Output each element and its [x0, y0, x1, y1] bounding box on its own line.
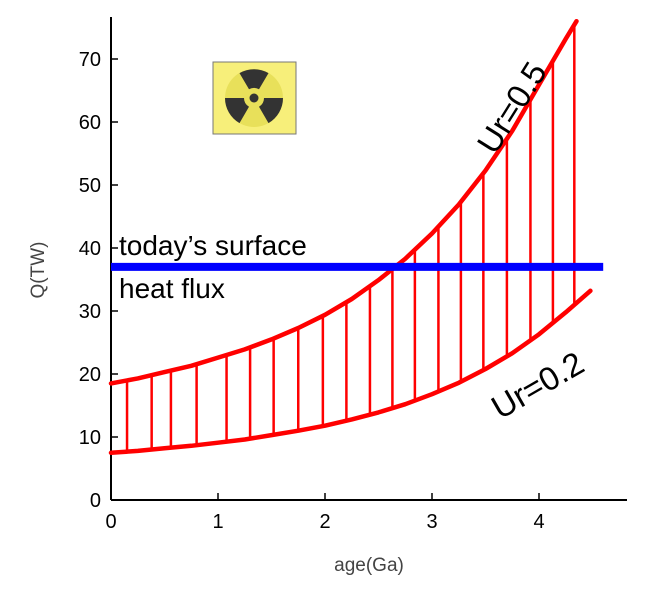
ur-0-5-curve	[108, 18, 579, 386]
y-tick-label: 30	[79, 301, 101, 323]
x-tick-label: 2	[319, 511, 330, 533]
x-tick-label: 4	[533, 511, 544, 533]
y-tick-label: 40	[79, 238, 101, 260]
blue-line-label-1: today’s surface	[119, 230, 307, 261]
y-tick-label: 50	[79, 175, 101, 197]
x-axis-title: age(Ga)	[334, 555, 404, 576]
y-tick-label: 0	[90, 490, 101, 512]
x-tick-label: 3	[426, 511, 437, 533]
y-tick-label: 20	[79, 364, 101, 386]
y-tick-label: 10	[79, 427, 101, 449]
curves	[108, 18, 604, 456]
ur-0-2-curve	[108, 288, 593, 456]
x-tick-label: 1	[212, 511, 223, 533]
y-tick-label: 60	[79, 112, 101, 134]
radiation-symbol-icon	[212, 61, 297, 135]
upper-curve-label: Ur=0.5	[470, 55, 554, 159]
y-tick-label: 70	[79, 49, 101, 71]
y-ticks: 0 10 20 30 40 50 60 70	[79, 49, 118, 512]
x-tick-label: 0	[105, 511, 116, 533]
hatch-lines	[125, 24, 576, 452]
y-axis-title: Q(TW)	[28, 242, 49, 299]
lower-curve-label: Ur=0.2	[485, 344, 590, 426]
blue-line-label-2: heat flux	[119, 273, 225, 304]
x-ticks: 0 1 2 3 4	[105, 493, 545, 533]
